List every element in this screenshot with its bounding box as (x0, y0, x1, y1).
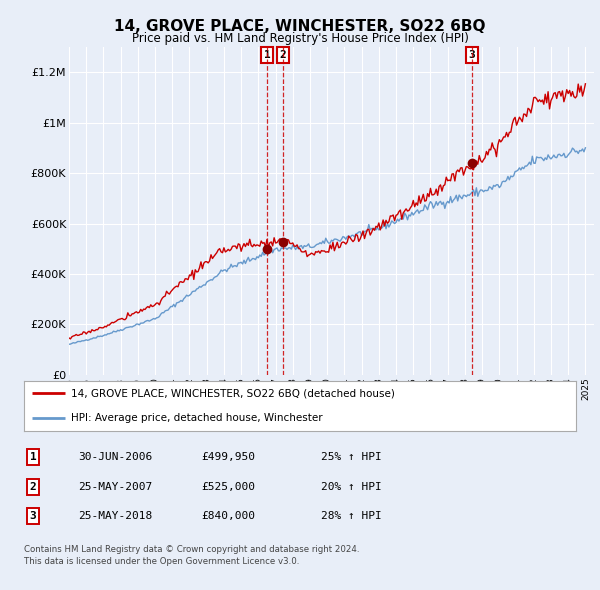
Text: 3: 3 (469, 50, 476, 60)
Text: Contains HM Land Registry data © Crown copyright and database right 2024.: Contains HM Land Registry data © Crown c… (24, 545, 359, 555)
Text: 25% ↑ HPI: 25% ↑ HPI (321, 453, 382, 462)
Text: 1: 1 (29, 453, 37, 462)
Text: 25-MAY-2007: 25-MAY-2007 (78, 482, 152, 491)
Text: This data is licensed under the Open Government Licence v3.0.: This data is licensed under the Open Gov… (24, 557, 299, 566)
Text: 14, GROVE PLACE, WINCHESTER, SO22 6BQ: 14, GROVE PLACE, WINCHESTER, SO22 6BQ (114, 19, 486, 34)
Text: 28% ↑ HPI: 28% ↑ HPI (321, 512, 382, 521)
Text: 2: 2 (29, 482, 37, 491)
Text: 30-JUN-2006: 30-JUN-2006 (78, 453, 152, 462)
Text: 14, GROVE PLACE, WINCHESTER, SO22 6BQ (detached house): 14, GROVE PLACE, WINCHESTER, SO22 6BQ (d… (71, 388, 395, 398)
Text: 20% ↑ HPI: 20% ↑ HPI (321, 482, 382, 491)
Text: £525,000: £525,000 (201, 482, 255, 491)
Text: 25-MAY-2018: 25-MAY-2018 (78, 512, 152, 521)
Text: Price paid vs. HM Land Registry's House Price Index (HPI): Price paid vs. HM Land Registry's House … (131, 32, 469, 45)
Text: 3: 3 (29, 512, 37, 521)
Text: 1: 1 (263, 50, 271, 60)
Text: £840,000: £840,000 (201, 512, 255, 521)
Text: £499,950: £499,950 (201, 453, 255, 462)
Text: 2: 2 (280, 50, 286, 60)
Text: HPI: Average price, detached house, Winchester: HPI: Average price, detached house, Winc… (71, 413, 323, 423)
